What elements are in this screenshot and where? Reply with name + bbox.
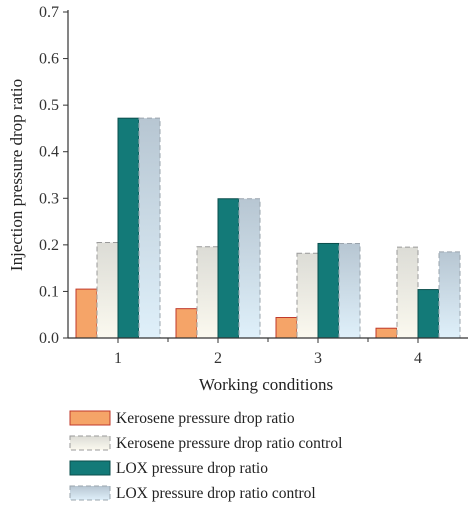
bar-3-2 — [217, 198, 240, 339]
y-tick-label: 0.1 — [39, 283, 59, 300]
y-tick-label: 0.2 — [39, 237, 59, 254]
bar-1-1 — [75, 288, 98, 339]
axes — [67, 10, 468, 339]
y-tick-label: 0.6 — [39, 51, 59, 68]
x-tick-label: 2 — [214, 350, 222, 367]
y-axis-label: Injection pressure drop ratio — [7, 79, 26, 271]
x-axis-ticks: 1 2 3 4 — [114, 338, 422, 367]
bars — [75, 117, 461, 339]
x-axis-label: Working conditions — [199, 375, 333, 394]
bar-1-4 — [375, 327, 398, 339]
legend-label-3: LOX pressure drop ratio — [116, 460, 268, 477]
legend-swatch-2 — [69, 435, 111, 451]
bar-2-3 — [296, 252, 319, 339]
bar-1-2 — [175, 308, 198, 339]
y-tick-label: 0.0 — [39, 330, 59, 347]
y-tick-label: 0.4 — [39, 144, 59, 161]
legend-swatch-4 — [69, 485, 111, 501]
legend-label-2: Kerosene pressure drop ratio control — [116, 435, 342, 452]
x-tick-label: 3 — [314, 350, 322, 367]
y-tick-label: 0.5 — [39, 97, 59, 114]
y-tick-label: 0.3 — [39, 190, 59, 207]
y-axis-ticks: 0.0 0.1 0.2 0.3 0.4 0.5 0.6 0.7 — [39, 4, 68, 347]
bar-4-1 — [138, 117, 161, 339]
bar-2-1 — [96, 242, 119, 339]
y-tick-label: 0.7 — [39, 4, 59, 21]
bar-3-4 — [417, 289, 440, 339]
x-tick-label: 4 — [414, 350, 422, 367]
legend-label-4: LOX pressure drop ratio control — [116, 485, 316, 502]
legend-swatch-1 — [69, 410, 111, 426]
bar-2-4 — [396, 246, 419, 339]
bar-4-4 — [438, 251, 461, 339]
x-tick-label: 1 — [114, 350, 122, 367]
legend: Kerosene pressure drop ratio Kerosene pre… — [69, 410, 342, 502]
bar-4-2 — [238, 198, 261, 339]
bar-1-3 — [275, 317, 298, 339]
bar-3-1 — [117, 117, 140, 339]
bar-2-2 — [196, 246, 219, 339]
legend-swatch-3 — [69, 460, 111, 476]
legend-label-1: Kerosene pressure drop ratio — [116, 410, 295, 427]
bar-3-3 — [317, 242, 340, 339]
bar-4-3 — [338, 242, 361, 339]
